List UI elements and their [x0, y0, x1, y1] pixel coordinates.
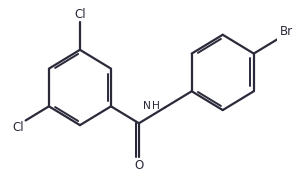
Text: Br: Br — [280, 25, 293, 38]
Text: Cl: Cl — [74, 8, 86, 21]
Text: N: N — [143, 102, 151, 112]
Text: O: O — [134, 159, 143, 172]
Text: Cl: Cl — [13, 121, 24, 134]
Text: H: H — [152, 102, 160, 112]
